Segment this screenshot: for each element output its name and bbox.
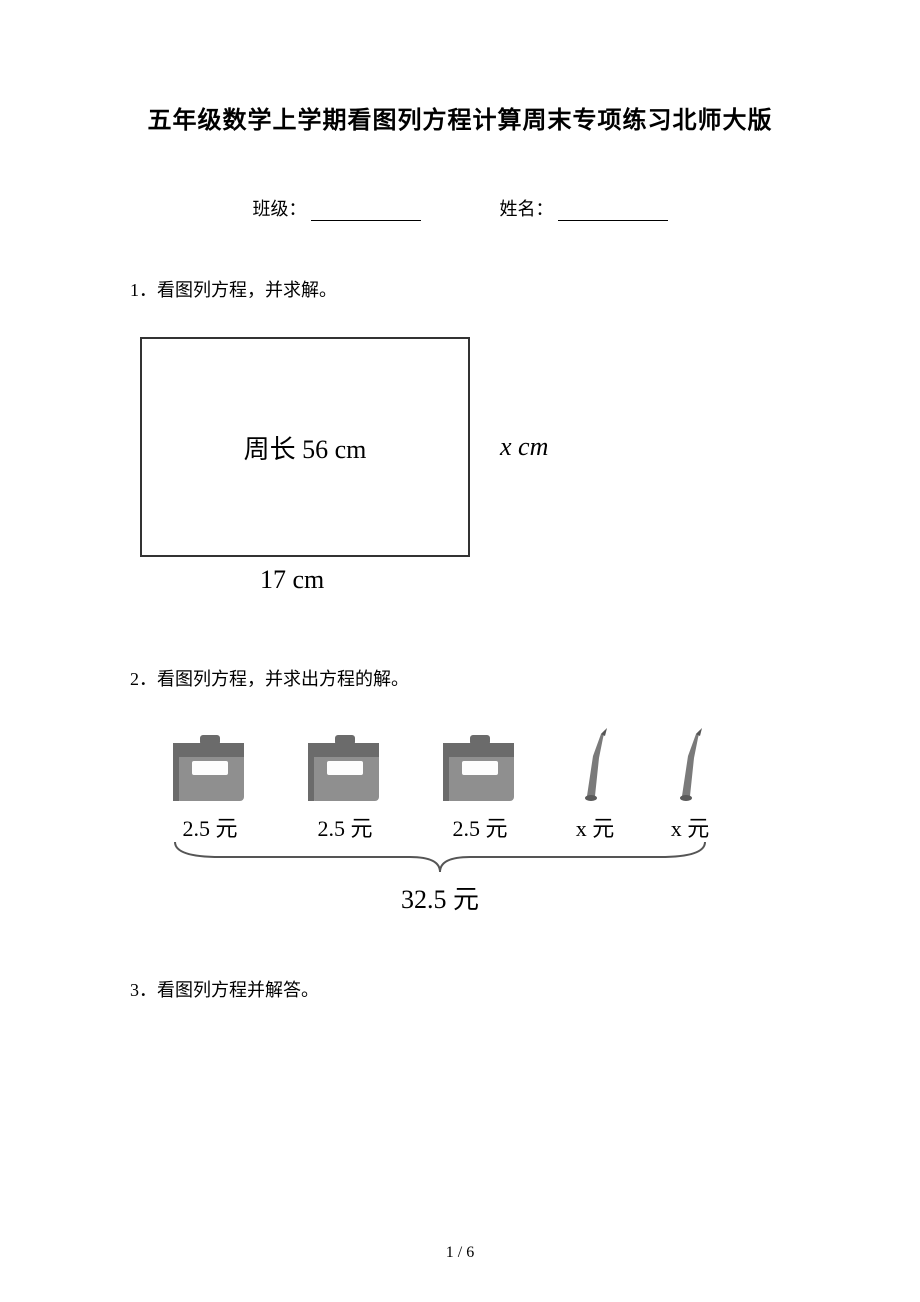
- item-sharpener-1: 2.5 元: [170, 731, 250, 843]
- name-blank[interactable]: [558, 203, 668, 221]
- question-1: 1．看图列方程，并求解。: [130, 276, 790, 302]
- bottom-length-label: 17 cm: [260, 565, 790, 595]
- class-blank[interactable]: [311, 203, 421, 221]
- perimeter-text: 周长 56 cm: [244, 429, 367, 466]
- item-sharpener-2: 2.5 元: [305, 731, 385, 843]
- item-pen-1: x 元: [575, 726, 615, 843]
- items-row: 2.5 元 2.5 元: [160, 726, 720, 843]
- brace-row: [160, 837, 720, 877]
- curly-brace-icon: [160, 837, 720, 877]
- student-info-line: 班级： 姓名：: [130, 195, 790, 221]
- figure-2-items: 2.5 元 2.5 元: [160, 726, 720, 916]
- total-price: 32.5 元: [160, 879, 720, 916]
- class-label: 班级：: [253, 199, 307, 219]
- pen-icon: [575, 726, 615, 806]
- rectangle-box: 周长 56 cm: [140, 337, 470, 557]
- question-3: 3．看图列方程并解答。: [130, 976, 790, 1002]
- figure-1-rectangle: 周长 56 cm x cm 17 cm: [140, 337, 790, 595]
- sharpener-icon: [440, 731, 520, 806]
- item-sharpener-3: 2.5 元: [440, 731, 520, 843]
- sharpener-icon: [305, 731, 385, 806]
- sharpener-icon: [170, 731, 250, 806]
- question-2: 2．看图列方程，并求出方程的解。: [130, 665, 790, 691]
- side-x-label: x cm: [500, 432, 548, 462]
- page-number: 1 / 6: [0, 1244, 920, 1262]
- worksheet-page: 五年级数学上学期看图列方程计算周末专项练习北师大版 班级： 姓名： 1．看图列方…: [0, 0, 920, 1077]
- name-label: 姓名：: [500, 199, 554, 219]
- item-pen-2: x 元: [670, 726, 710, 843]
- page-title: 五年级数学上学期看图列方程计算周末专项练习北师大版: [130, 100, 790, 135]
- pen-icon: [670, 726, 710, 806]
